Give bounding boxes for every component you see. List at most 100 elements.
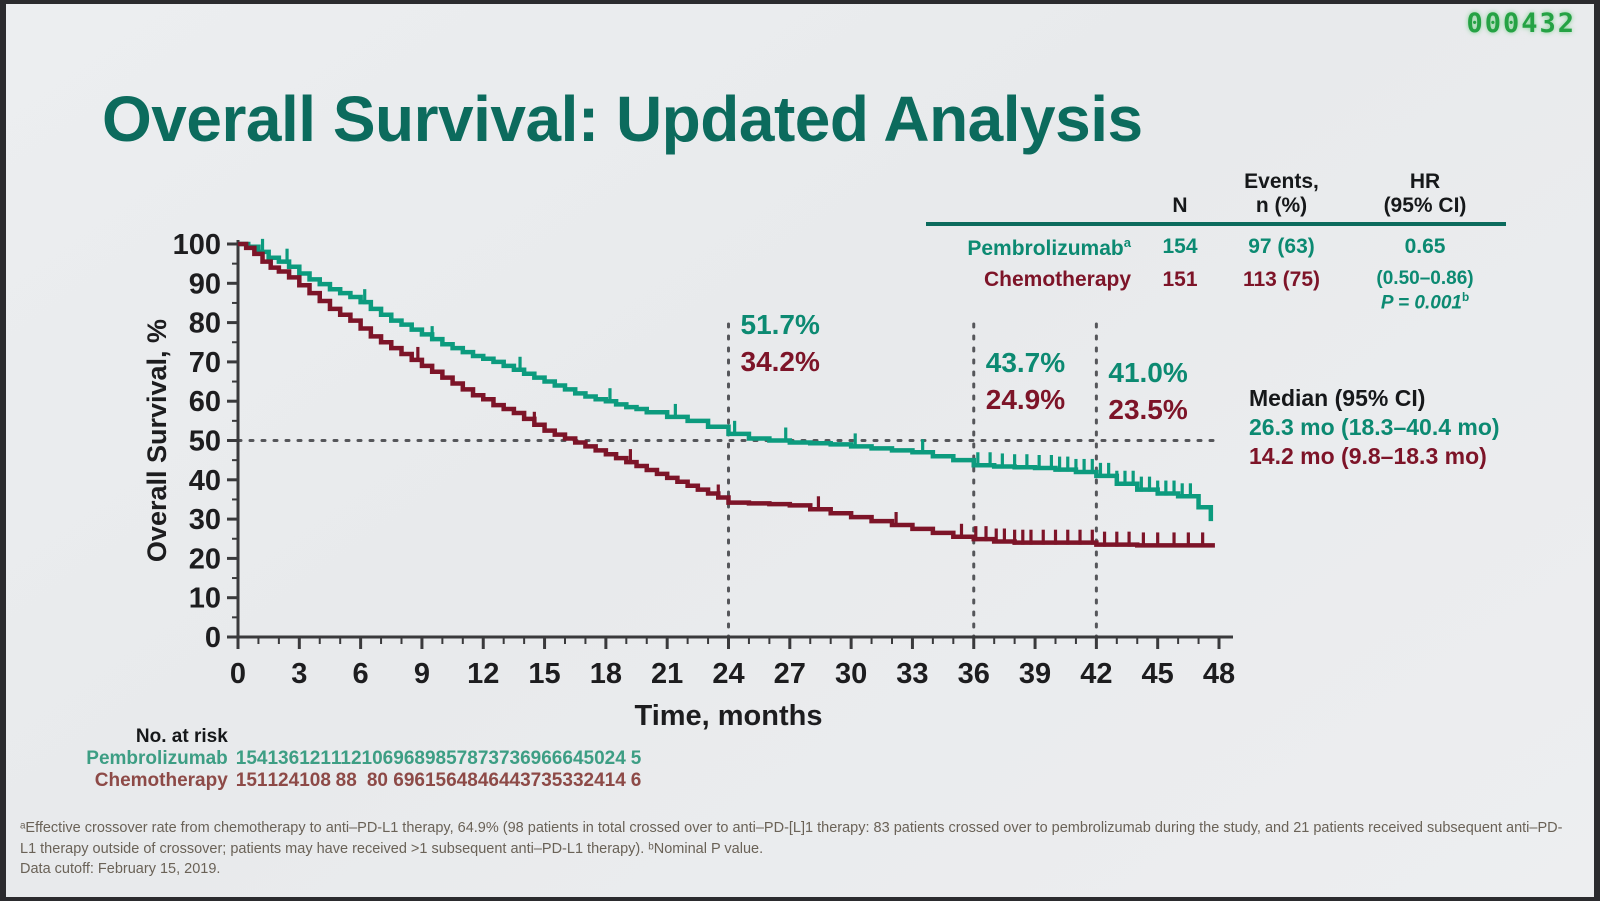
row-label-pembrolizumab: Pembrolizumaba <box>967 235 1131 261</box>
risk-value: 73 <box>498 748 521 769</box>
risk-value: 14 <box>604 770 626 791</box>
risk-value: 121 <box>299 748 331 769</box>
landmark-pembro-24mo: 51.7% <box>741 309 820 340</box>
risk-value: 136 <box>267 748 300 769</box>
y-tick-label: 10 <box>189 583 221 615</box>
number-at-risk-table: No. at risk Pembrolizumab 154 136 121 112 106… <box>14 726 646 792</box>
median-chemotherapy: 14.2 mo (9.8–18.3 mo) <box>1249 442 1487 469</box>
risk-value: 37 <box>520 770 542 791</box>
risk-value: 85 <box>435 748 457 769</box>
landmark-chemo-36mo: 24.9% <box>986 384 1065 415</box>
risk-value: 124 <box>267 770 300 791</box>
risk-value: 88 <box>335 770 357 791</box>
x-tick-label: 36 <box>958 658 990 690</box>
landmark-pembro-36mo: 43.7% <box>986 347 1065 378</box>
median-pembrolizumab: 26.3 mo (18.3–40.4 mo) <box>1249 413 1500 440</box>
risk-value: 56 <box>435 770 457 791</box>
risk-value: 112 <box>330 748 362 769</box>
risk-row-label: Pembrolizumab <box>86 748 228 769</box>
x-tick-label: 33 <box>896 658 928 690</box>
col-header-n: N <box>1172 193 1188 217</box>
risk-value: 6 <box>630 770 642 791</box>
risk-value: 5 <box>630 748 642 769</box>
y-tick-label: 80 <box>189 308 221 340</box>
risk-value: 46 <box>477 770 499 791</box>
risk-row: Pembrolizumab 154 136 121 112 106 96 89 85 78 73 73… <box>14 748 646 770</box>
x-tick-label: 42 <box>1080 658 1112 690</box>
pembro-events: 97 (63) <box>1248 235 1315 259</box>
y-tick-label: 90 <box>189 268 221 300</box>
x-tick-label: 24 <box>712 658 744 690</box>
risk-value: 33 <box>562 770 584 791</box>
x-tick-label: 15 <box>528 658 560 690</box>
median-heading: Median (95% CI) <box>1249 385 1426 411</box>
risk-value: 78 <box>456 748 478 769</box>
x-tick-label: 27 <box>774 658 806 690</box>
y-tick-label: 50 <box>189 426 221 458</box>
risk-value: 69 <box>520 748 542 769</box>
risk-value: 24 <box>604 748 626 769</box>
risk-value: 48 <box>456 770 478 791</box>
x-tick-label: 6 <box>353 658 369 690</box>
y-tick-label: 40 <box>189 465 221 497</box>
pembro-n: 154 <box>1162 235 1198 259</box>
hazard-ratio: 0.65 <box>1404 235 1446 259</box>
risk-row: Chemotherapy 151 124 108 88 80 69 61 56 48 46 44 37 3… <box>14 770 646 792</box>
p-value: P = 0.001 <box>1380 292 1462 314</box>
risk-heading-row: No. at risk <box>14 726 646 748</box>
risk-value: 66 <box>541 748 563 769</box>
x-tick-label: 48 <box>1203 658 1235 690</box>
x-tick-label: 3 <box>291 658 307 690</box>
x-tick-label: 30 <box>835 658 867 690</box>
chemo-n: 151 <box>1162 268 1198 292</box>
y-tick-label: 60 <box>189 386 221 418</box>
x-tick-label: 9 <box>414 658 430 690</box>
risk-heading: No. at risk <box>135 726 228 747</box>
results-table: N Events, n (%) HR (95% CI) Pembrolizuma… <box>926 170 1506 315</box>
landmark-chemo-24mo: 34.2% <box>741 346 820 377</box>
risk-value: 50 <box>583 748 605 769</box>
risk-value: 69 <box>393 770 415 791</box>
footnotes: ᵃEffective crossover rate from chemother… <box>20 818 1565 880</box>
footnote-a: ᵃEffective crossover rate from chemother… <box>20 820 1563 857</box>
risk-value: 64 <box>562 748 584 769</box>
col-header-events: Events, n (%) <box>1244 170 1319 217</box>
table-rule <box>926 222 1506 227</box>
risk-value: 44 <box>498 770 521 791</box>
page-title: Overall Survival: Updated Analysis <box>102 83 1143 155</box>
slide-canvas: 000432 Overall Survival: Updated Analysi… <box>6 4 1594 897</box>
y-tick-label: 0 <box>205 622 221 654</box>
col-header-hr: HR (95% CI) <box>1383 170 1467 217</box>
risk-value: 151 <box>235 770 268 791</box>
y-tick-label: 100 <box>173 229 221 261</box>
landmark-pembro-42mo: 41.0% <box>1108 357 1187 388</box>
landmark-chemo-42mo: 23.5% <box>1108 394 1187 425</box>
row-label-chemotherapy: Chemotherapy <box>983 268 1131 292</box>
risk-value: 108 <box>299 770 331 791</box>
risk-value: 89 <box>414 748 436 769</box>
risk-value: 61 <box>414 770 436 791</box>
hr-confidence-interval: (0.50–0.86) P = 0.001b <box>1376 268 1474 314</box>
x-tick-label: 39 <box>1019 658 1051 690</box>
median-summary: Median (95% CI) 26.3 mo (18.3–40.4 mo) 1… <box>1249 384 1500 471</box>
x-axis-title: Time, months <box>635 700 823 732</box>
x-tick-label: 18 <box>590 658 622 690</box>
risk-value: 35 <box>541 770 563 791</box>
risk-value: 154 <box>235 748 268 769</box>
risk-value: 24 <box>583 770 605 791</box>
y-tick-label: 30 <box>189 504 221 536</box>
y-tick-label: 70 <box>189 347 221 379</box>
x-tick-label: 45 <box>1142 658 1174 690</box>
x-tick-label: 21 <box>651 658 683 690</box>
risk-value: 106 <box>361 748 394 769</box>
led-counter: 000432 <box>1466 8 1576 39</box>
footnote-cutoff: Data cutoff: February 15, 2019. <box>20 861 221 878</box>
x-tick-label: 0 <box>230 658 246 690</box>
y-axis-title: Overall Survival, % <box>142 319 172 562</box>
x-tick-label: 12 <box>467 658 499 690</box>
chemo-events: 113 (75) <box>1242 268 1321 292</box>
y-tick-label: 20 <box>189 543 221 575</box>
risk-value: 80 <box>366 770 388 791</box>
risk-value: 73 <box>477 748 499 769</box>
risk-row-label: Chemotherapy <box>94 770 228 791</box>
